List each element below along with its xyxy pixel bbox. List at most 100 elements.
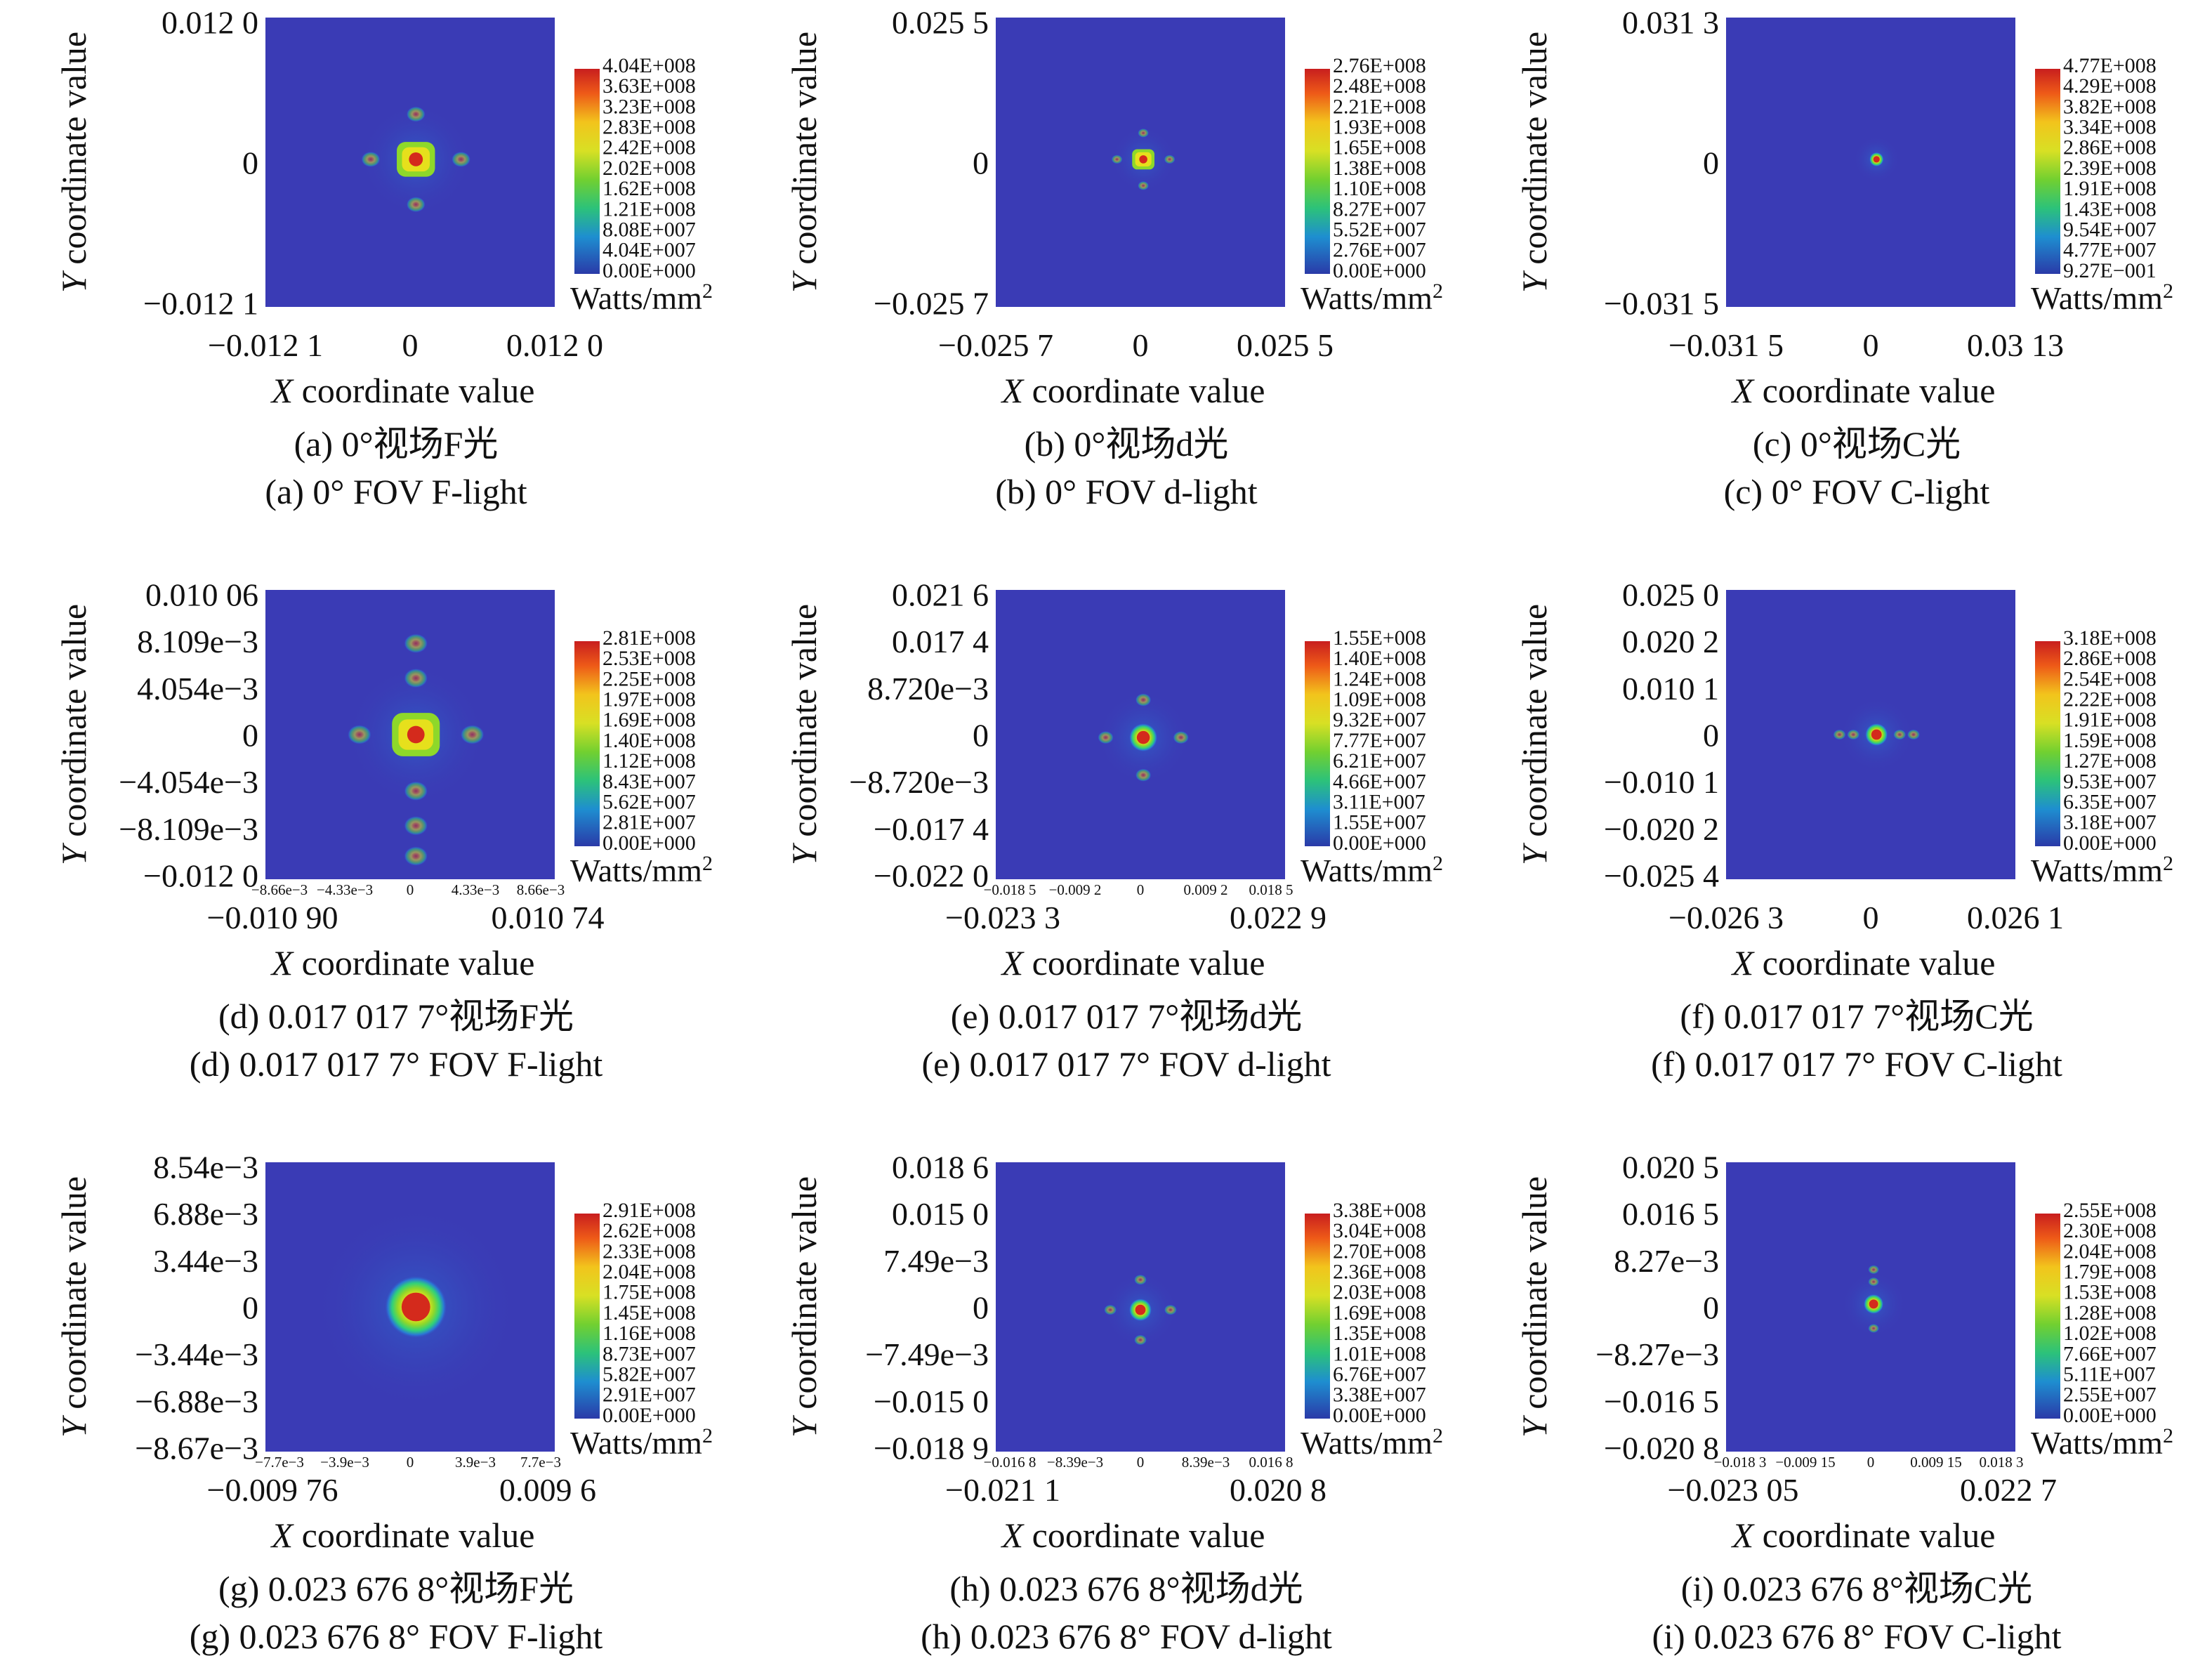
x-axis-label: X coordinate value (270, 1516, 535, 1555)
x-axis-variable: X (270, 1516, 295, 1555)
spot-lobe (460, 725, 485, 744)
colorbar-tick-label: 3.34E+008 (2063, 115, 2157, 138)
colorbar-tick-label: 1.79E+008 (2063, 1260, 2157, 1283)
colorbar-tick-label: 7.66E+007 (2063, 1342, 2157, 1365)
panel-d: 0.010 06 8.109e−3 4.054e−3 0 −4.054e−3 −8.109… (54, 577, 713, 1084)
colorbar-tick-label: 0.00E+000 (2063, 1404, 2157, 1427)
colorbar-tick-label: 1.91E+008 (2063, 709, 2157, 732)
y-axis-text: coordinate value (784, 32, 824, 273)
x-inner-tick-label: −0.018 3 (1714, 1454, 1767, 1471)
x-tick-label: −0.025 7 (938, 327, 1053, 363)
colorbar-tick-label: 3.82E+008 (2063, 95, 2157, 118)
colorbar-tick-label: 4.04E+008 (603, 54, 696, 77)
x-axis-variable: X (1001, 943, 1025, 982)
spot-core-peak (401, 1292, 430, 1322)
y-tick-label: −0.017 4 (874, 811, 989, 847)
x-axis-text: coordinate value (293, 1516, 534, 1555)
colorbar (574, 69, 600, 274)
y-tick-label: 8.27e−3 (1614, 1243, 1719, 1279)
y-axis-variable: Y (1515, 1414, 1554, 1438)
x-axis-label: X coordinate value (1001, 1516, 1265, 1555)
colorbar (2035, 641, 2060, 846)
y-axis-label: Y coordinate value (1515, 604, 1554, 865)
y-tick-label: −7.49e−3 (865, 1336, 989, 1372)
panel-a: 0.012 0 0 −0.012 1 −0.012 1 0 0.012 0 X coordi… (54, 5, 713, 511)
y-tick-label: 6.88e−3 (153, 1196, 258, 1232)
colorbar-tick-label: 1.09E+008 (1333, 688, 1426, 711)
colorbar-tick-label: 4.29E+008 (2063, 74, 2157, 98)
spot-lobe (1135, 693, 1152, 706)
x-tick-label: 0.022 9 (1230, 900, 1326, 935)
colorbar-tick-label: 1.21E+008 (603, 197, 696, 221)
colorbar-tick-label: 2.62E+008 (603, 1219, 696, 1242)
colorbar (574, 1214, 600, 1419)
y-tick-label: 8.109e−3 (137, 624, 258, 659)
x-axis-label: X coordinate value (270, 943, 535, 982)
x-axis-label: X coordinate value (1001, 943, 1265, 982)
x-tick-label: 0.03 13 (1967, 327, 2064, 363)
spot-lobe (1104, 1304, 1117, 1315)
y-axis-text: coordinate value (1515, 604, 1554, 846)
y-axis-text: coordinate value (54, 1176, 93, 1418)
x-tick-label: −0.031 5 (1668, 327, 1784, 363)
colorbar-tick-label: 2.33E+008 (603, 1240, 696, 1263)
caption-chinese: (b) 0°视场d光 (1025, 424, 1229, 464)
colorbar-tick-label: 0.00E+000 (2063, 832, 2157, 855)
x-tick-label: −0.012 1 (208, 327, 323, 363)
x-tick-label: 0 (1863, 900, 1879, 935)
colorbar-tick-label: 3.18E+008 (2063, 626, 2157, 650)
spot-core-peak (1136, 730, 1150, 744)
panel-b: 0.025 5 0 −0.025 7 −0.025 7 0 0.025 5 X coordi… (784, 5, 1443, 511)
spot-lobe (347, 725, 371, 744)
colorbar-tick-label: 1.91E+008 (2063, 177, 2157, 200)
y-tick-label: −0.025 7 (874, 286, 989, 322)
y-axis-label: Y coordinate value (1515, 1176, 1554, 1438)
colorbar-tick-label: 0.00E+000 (603, 832, 696, 855)
y-tick-label: 0 (242, 1290, 258, 1326)
colorbar-unit-sup: 2 (1433, 280, 1443, 303)
colorbar-tick-label: 1.62E+008 (603, 177, 696, 200)
spot-lobe (1868, 1277, 1880, 1287)
y-tick-label: 8.720e−3 (867, 671, 989, 706)
caption-english: (i) 0.023 676 8° FOV C-light (1652, 1617, 2062, 1656)
colorbar-tick-label: 2.55E+007 (2063, 1383, 2157, 1407)
spot-core-peak (407, 725, 425, 744)
y-tick-label: −8.720e−3 (849, 764, 989, 800)
y-tick-label: 0.012 0 (162, 5, 258, 41)
y-tick-label: −0.012 1 (143, 286, 258, 322)
y-axis-variable: Y (784, 270, 824, 293)
colorbar-tick-label: 5.82E+007 (603, 1362, 696, 1386)
colorbar-unit: Watts/mm2 (570, 1424, 713, 1461)
colorbar-tick-label: 2.76E+008 (1333, 54, 1426, 77)
y-axis-text: coordinate value (784, 1176, 824, 1418)
x-tick-label: −0.026 3 (1668, 900, 1784, 935)
colorbar-tick-label: 2.48E+008 (1333, 74, 1426, 98)
y-tick-label: 0.031 3 (1622, 5, 1719, 41)
colorbar-tick-label: 0.00E+000 (603, 259, 696, 282)
panel-g: 8.54e−3 6.88e−3 3.44e−3 0 −3.44e−3 −6.88e−3 −8… (54, 1150, 713, 1656)
colorbar-tick-label: 8.27E+007 (1333, 197, 1426, 221)
caption-chinese: (e) 0.017 017 7°视场d光 (951, 997, 1303, 1036)
colorbar-tick-label: 2.54E+008 (2063, 667, 2157, 690)
x-axis-text: coordinate value (293, 943, 534, 982)
spot-core-peak (1871, 729, 1882, 740)
y-tick-label: 7.49e−3 (883, 1243, 989, 1279)
y-tick-label: 0.018 6 (892, 1150, 989, 1185)
y-tick-label: 0.025 0 (1622, 577, 1719, 613)
colorbar-tick-label: 2.81E+008 (603, 626, 696, 650)
caption-chinese: (a) 0°视场F光 (294, 424, 499, 464)
colorbar-tick-label: 1.59E+008 (2063, 729, 2157, 752)
colorbar-tick-label: 7.77E+007 (1333, 729, 1426, 752)
colorbar-tick-label: 1.28E+008 (2063, 1301, 2157, 1325)
colorbar (1305, 69, 1330, 274)
spot-lobe (404, 633, 428, 654)
y-tick-label: 0.021 6 (892, 577, 989, 613)
colorbar-tick-label: 2.36E+008 (1333, 1260, 1426, 1283)
spot-lobe (1868, 1323, 1880, 1333)
spot-lobe (1135, 768, 1152, 782)
spot-lobe (404, 815, 428, 836)
panel-f: 0.025 0 0.020 2 0.010 1 0 −0.010 1 −0.020 2 −0… (1515, 577, 2173, 1084)
x-tick-label: 0.020 8 (1230, 1472, 1326, 1508)
colorbar-tick-label: 1.69E+008 (603, 709, 696, 732)
x-tick-label: −0.009 76 (207, 1472, 338, 1508)
